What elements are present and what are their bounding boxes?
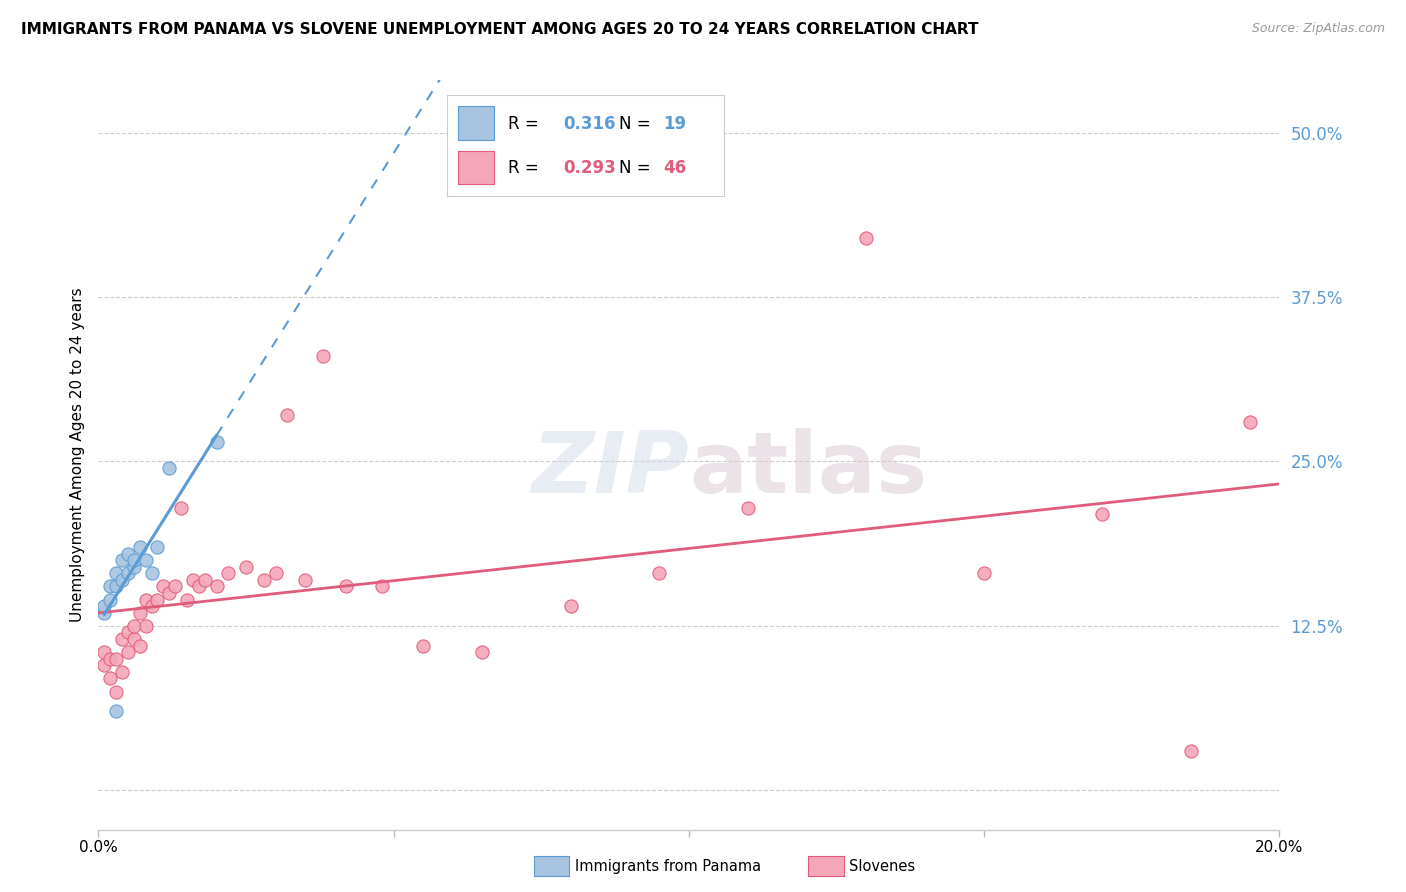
Text: 20.0%: 20.0% (1256, 840, 1303, 855)
Point (135, 592, 157, 607)
Point (128, 540, 150, 554)
Point (93, 658, 115, 673)
Point (157, 461, 180, 475)
Point (135, 553, 157, 567)
Point (194, 573, 217, 587)
Point (181, 573, 204, 587)
Text: Immigrants from Panama: Immigrants from Panama (575, 859, 761, 873)
Point (235, 559, 257, 574)
Point (98, 579, 121, 593)
Point (122, 619, 145, 633)
Point (93, 606, 115, 620)
Text: ZIP: ZIP (531, 428, 689, 511)
Point (737, 500, 759, 515)
Point (1239, 415, 1261, 429)
Point (264, 566, 287, 581)
Point (335, 579, 357, 593)
Point (128, 639, 150, 653)
Point (105, 684, 128, 698)
Text: atlas: atlas (689, 428, 927, 511)
Point (152, 579, 174, 593)
Point (165, 579, 187, 593)
Point (111, 553, 134, 567)
Point (855, 231, 877, 245)
Text: IMMIGRANTS FROM PANAMA VS SLOVENE UNEMPLOYMENT AMONG AGES 20 TO 24 YEARS CORRELA: IMMIGRANTS FROM PANAMA VS SLOVENE UNEMPL… (21, 22, 979, 37)
Point (294, 573, 316, 587)
Point (205, 434, 228, 449)
Point (111, 665, 134, 679)
Point (187, 579, 209, 593)
Point (105, 704, 128, 718)
Text: Source: ZipAtlas.com: Source: ZipAtlas.com (1251, 22, 1385, 36)
Point (128, 606, 150, 620)
Point (98, 592, 121, 607)
Point (146, 540, 169, 554)
Point (117, 566, 139, 581)
Point (312, 349, 335, 363)
Point (117, 625, 139, 640)
Y-axis label: Unemployment Among Ages 20 to 24 years: Unemployment Among Ages 20 to 24 years (69, 287, 84, 623)
Point (122, 632, 145, 646)
Point (170, 500, 193, 515)
Point (98, 672, 121, 686)
Point (973, 566, 995, 581)
Point (205, 579, 228, 593)
Point (105, 566, 128, 581)
Point (135, 619, 157, 633)
Point (412, 639, 434, 653)
Point (176, 592, 198, 607)
Point (111, 573, 134, 587)
Point (1091, 507, 1114, 521)
Point (253, 573, 276, 587)
Text: 0.0%: 0.0% (79, 840, 118, 855)
Point (122, 553, 145, 567)
Point (141, 599, 163, 613)
Point (471, 645, 494, 659)
Point (93, 645, 115, 659)
Point (1180, 744, 1202, 758)
Point (648, 566, 671, 581)
Point (117, 547, 139, 561)
Point (217, 566, 239, 581)
Point (276, 409, 298, 423)
Point (111, 632, 134, 646)
Point (93, 599, 115, 613)
Text: Slovenes: Slovenes (849, 859, 915, 873)
Point (560, 599, 582, 613)
Point (157, 586, 180, 600)
Point (146, 592, 169, 607)
Point (117, 645, 139, 659)
Point (122, 559, 145, 574)
Point (105, 579, 128, 593)
Point (371, 579, 394, 593)
Point (105, 651, 128, 665)
Point (98, 651, 121, 665)
Point (141, 566, 163, 581)
